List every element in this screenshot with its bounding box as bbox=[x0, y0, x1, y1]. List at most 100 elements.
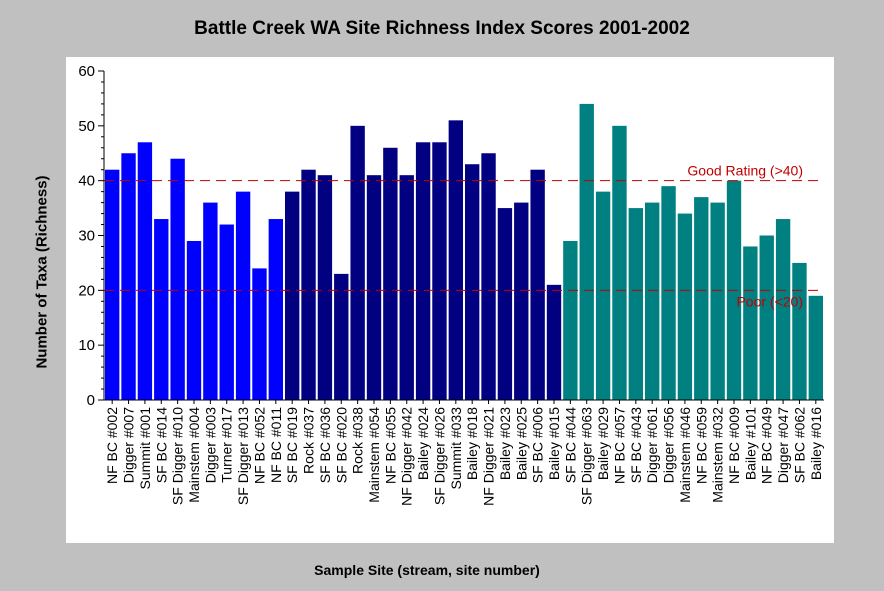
bar bbox=[350, 125, 365, 400]
bar bbox=[628, 208, 643, 400]
x-tick-label: SF Digger #013 bbox=[235, 407, 251, 505]
x-tick-label: Bailey #015 bbox=[546, 407, 562, 480]
bar bbox=[317, 175, 333, 400]
bar bbox=[154, 219, 169, 400]
bar bbox=[383, 147, 398, 400]
x-tick-label: NF BC #052 bbox=[251, 407, 267, 484]
bar bbox=[252, 268, 267, 400]
bar bbox=[579, 103, 594, 401]
x-tick-label: SF BC #043 bbox=[628, 407, 644, 483]
bar bbox=[465, 164, 480, 400]
x-tick-label: Digger #056 bbox=[661, 407, 677, 483]
bar bbox=[268, 219, 283, 400]
x-tick-label: SF BC #020 bbox=[333, 407, 349, 483]
x-tick-label: NF BC #009 bbox=[726, 407, 742, 484]
y-tick-label: 10 bbox=[78, 337, 95, 354]
x-tick-label: SF Digger #010 bbox=[170, 407, 186, 505]
x-tick-label: Rock #037 bbox=[301, 407, 317, 474]
bar bbox=[415, 142, 431, 401]
x-tick-label: Bailey #029 bbox=[595, 407, 611, 480]
x-tick-label: Mainstem #032 bbox=[710, 407, 726, 503]
x-tick-label: Summit #001 bbox=[137, 407, 153, 490]
x-tick-label: Bailey #018 bbox=[464, 407, 480, 480]
y-axis-label: Number of Taxa (Richness) bbox=[33, 175, 51, 369]
bar bbox=[612, 125, 627, 400]
bar bbox=[595, 191, 611, 400]
x-tick-label: SF BC #036 bbox=[317, 407, 333, 483]
x-tick-label: Bailey #101 bbox=[742, 407, 758, 480]
bar bbox=[366, 175, 382, 400]
bar bbox=[219, 224, 234, 400]
bar bbox=[170, 158, 185, 400]
reference-line-label: Good Rating (>40) bbox=[687, 163, 803, 179]
x-tick-label: SF BC #019 bbox=[284, 407, 300, 483]
bar bbox=[759, 235, 774, 400]
x-tick-label: NF BC #059 bbox=[693, 407, 709, 484]
x-tick-label: NF BC #055 bbox=[382, 407, 398, 484]
bar bbox=[514, 202, 529, 400]
x-tick-label: Digger #003 bbox=[202, 407, 218, 483]
bar bbox=[186, 240, 202, 400]
y-tick-label: 50 bbox=[78, 118, 95, 135]
x-axis-label: Sample Site (stream, site number) bbox=[314, 562, 540, 578]
x-tick-label: NF Digger #021 bbox=[481, 407, 497, 506]
bar bbox=[121, 153, 136, 400]
y-tick-label: 30 bbox=[78, 228, 95, 245]
bar bbox=[334, 273, 349, 400]
x-tick-label: Digger #007 bbox=[121, 407, 137, 483]
bar bbox=[661, 186, 676, 400]
y-tick-label: 20 bbox=[78, 282, 95, 299]
x-tick-label: SF Digger #063 bbox=[579, 407, 595, 505]
bar bbox=[530, 169, 545, 400]
x-tick-label: Bailey #025 bbox=[513, 407, 529, 480]
x-tick-label: Mainstem #004 bbox=[186, 407, 202, 503]
bar bbox=[710, 202, 725, 400]
y-tick-label: 60 bbox=[78, 63, 95, 80]
bar bbox=[497, 208, 513, 400]
x-tick-label: NF BC #057 bbox=[611, 407, 627, 484]
x-tick-label: Turner #017 bbox=[219, 407, 235, 483]
bar bbox=[694, 197, 709, 400]
y-tick-label: 40 bbox=[78, 173, 95, 190]
x-tick-label: Digger #047 bbox=[775, 407, 791, 483]
chart-title: Battle Creek WA Site Richness Index Scor… bbox=[194, 18, 690, 39]
x-tick-label: SF BC #062 bbox=[791, 407, 807, 483]
bar bbox=[137, 142, 153, 401]
x-tick-label: Digger #061 bbox=[644, 407, 660, 483]
bar bbox=[481, 153, 496, 400]
bar bbox=[808, 295, 823, 400]
x-tick-label: NF BC #002 bbox=[104, 407, 120, 484]
y-tick-label: 0 bbox=[87, 392, 95, 409]
bar bbox=[677, 213, 693, 400]
x-tick-label: NF BC #049 bbox=[759, 407, 775, 484]
bar bbox=[105, 169, 120, 400]
x-tick-label: Rock #038 bbox=[350, 407, 366, 474]
x-tick-label: SF BC #006 bbox=[530, 407, 546, 483]
bar bbox=[743, 246, 758, 400]
x-tick-label: Bailey #024 bbox=[415, 407, 431, 480]
x-tick-label: Mainstem #054 bbox=[366, 407, 382, 503]
x-tick-label: NF BC #011 bbox=[268, 407, 284, 483]
bar bbox=[775, 219, 791, 400]
x-tick-label: SF BC #044 bbox=[562, 407, 578, 483]
bar bbox=[301, 169, 316, 400]
x-tick-label: Bailey #016 bbox=[808, 407, 824, 480]
bar bbox=[203, 202, 218, 400]
x-tick-label: Bailey #023 bbox=[497, 407, 513, 480]
bar bbox=[399, 175, 414, 400]
bar bbox=[432, 142, 447, 401]
x-tick-label: Summit #033 bbox=[448, 407, 464, 490]
bar bbox=[792, 262, 807, 400]
x-tick-label: NF Digger #042 bbox=[399, 407, 415, 506]
bar bbox=[645, 202, 660, 400]
bar bbox=[235, 191, 251, 400]
reference-line-label: Poor (<20) bbox=[736, 293, 803, 309]
x-tick-label: Mainstem #046 bbox=[677, 407, 693, 503]
bar bbox=[546, 284, 562, 400]
bar bbox=[448, 120, 463, 400]
bar bbox=[563, 240, 578, 400]
bar bbox=[285, 191, 300, 400]
x-tick-label: SF Digger #026 bbox=[431, 407, 447, 505]
x-tick-label: SF BC #014 bbox=[153, 407, 169, 483]
